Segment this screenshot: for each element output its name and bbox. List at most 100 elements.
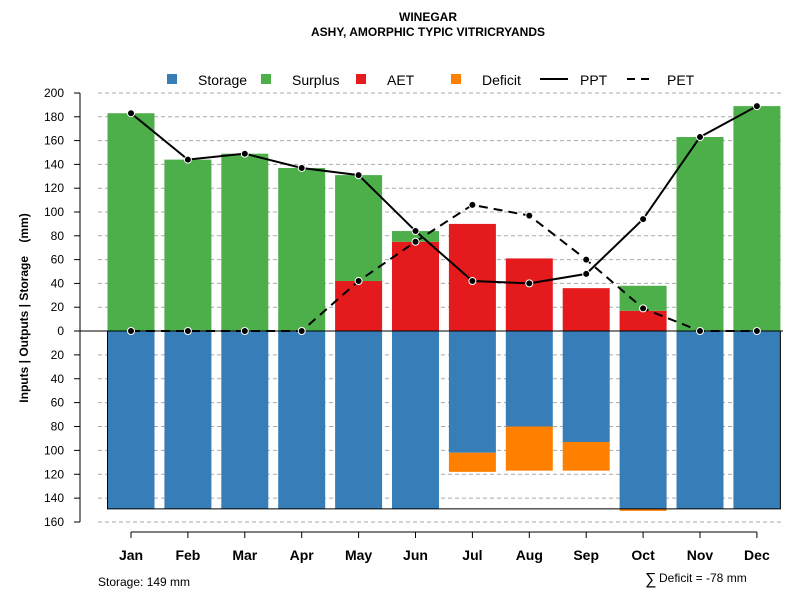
storage-bar [335,331,383,509]
ppt-point [411,227,420,236]
x-tick-label-nov: Nov [687,547,714,563]
pet-line [131,203,757,332]
pet-point [240,327,249,335]
legend-swatch-aet [356,74,366,84]
pet-point [696,327,704,335]
aet-bar [562,288,610,331]
aet-bar [392,241,439,331]
ppt-point [297,163,306,172]
storage-capacity-box [107,330,781,510]
storage-bar [505,331,553,427]
y-tick-label: 100 [44,205,64,219]
surplus-bar [107,113,155,331]
storage-annotation: Storage: 149 mm [98,575,190,589]
y-tick-label: 180 [44,110,64,124]
pet-point [468,200,477,209]
x-tick-label-jul: Jul [462,547,482,563]
y-tick-label: 60 [51,253,65,267]
x-tick-label-apr: Apr [290,547,315,563]
legend-label-surplus: Surplus [292,72,339,88]
pet-point [582,255,591,264]
surplus-bar [676,137,724,331]
deficit-bar [562,442,610,471]
pet-point [411,237,420,246]
y-tick-label: 80 [51,229,65,243]
aet-bar [335,281,383,331]
ppt-line [130,105,758,285]
deficit-bar [619,508,667,511]
ppt-point [582,269,591,278]
x-tick-label-aug: Aug [516,547,543,563]
legend-label-aet: AET [387,72,415,88]
legend-swatch-surplus [261,74,271,84]
y-tick-label: 80 [51,420,65,434]
deficit-bar [505,426,553,471]
y-tick-label: 60 [51,396,65,410]
storage-bar [164,331,212,509]
pet-point [354,277,363,286]
ppt-point [354,171,363,180]
storage-bar [278,331,326,509]
x-tick-label-jun: Jun [403,547,428,563]
y-tick-label: 20 [51,348,65,362]
aet-bar [505,258,553,331]
y-tick-label: 40 [51,276,65,290]
storage-bar [619,331,667,509]
x-tick-label-feb: Feb [175,547,200,563]
legend: Storage Surplus AET Deficit PPT PET [167,72,695,88]
deficit-sum-symbol: ∑ [645,571,656,588]
x-tick-label-sep: Sep [573,547,599,563]
chart-subtitle: ASHY, AMORPHIC TYPIC VITRICRYANDS [311,25,545,39]
legend-label-ppt: PPT [580,72,608,88]
storage-bar [107,331,155,509]
y-tick-label: 120 [44,181,64,195]
ppt-point [183,155,192,164]
ppt-point [752,102,761,111]
chart-title: WINEGAR [399,10,457,24]
surplus-bar [164,159,212,331]
deficit-annotation: Deficit = -78 mm [659,571,747,585]
y-tick-label: 160 [44,515,64,529]
pet-point [639,304,648,313]
ppt-point [639,215,648,224]
pet-point [752,327,761,335]
surplus-bar [335,175,383,282]
ppt-point [240,149,249,158]
y-tick-label: 0 [57,324,64,338]
storage-bar [448,331,496,453]
aet-bar [619,310,667,331]
x-tick-label-oct: Oct [631,547,655,563]
surplus-bar [221,153,269,331]
ppt-point [468,277,477,286]
y-tick-label: 160 [44,134,64,148]
legend-swatch-storage [167,74,177,84]
y-tick-label: 200 [44,86,64,100]
y-tick-label: 20 [51,300,65,314]
y-tick-label: 140 [44,157,64,171]
y-tick-label: 100 [44,443,64,457]
axes: 2001801601401201008060402002040608010012… [44,86,783,563]
ppt-point [696,133,704,142]
x-tick-label-jan: Jan [119,547,143,563]
pet-point [297,327,306,335]
y-tick-label: 40 [51,372,65,386]
storage-bar [221,331,269,509]
bars [107,106,781,511]
legend-label-pet: PET [667,72,695,88]
storage-bar [392,331,439,509]
y-tick-label: 120 [44,467,64,481]
surplus-bar [733,106,781,331]
grid-lines [98,92,783,523]
storage-bar [562,331,610,443]
legend-label-storage: Storage [198,72,247,88]
pet-point [525,211,534,220]
x-tick-label-mar: Mar [232,547,257,563]
surplus-bar [278,167,326,331]
legend-label-deficit: Deficit [482,72,521,88]
storage-bar [733,331,781,509]
legend-swatch-deficit [451,74,461,84]
lines [127,102,761,335]
y-tick-label: 140 [44,491,64,505]
surplus-bar [392,231,439,242]
